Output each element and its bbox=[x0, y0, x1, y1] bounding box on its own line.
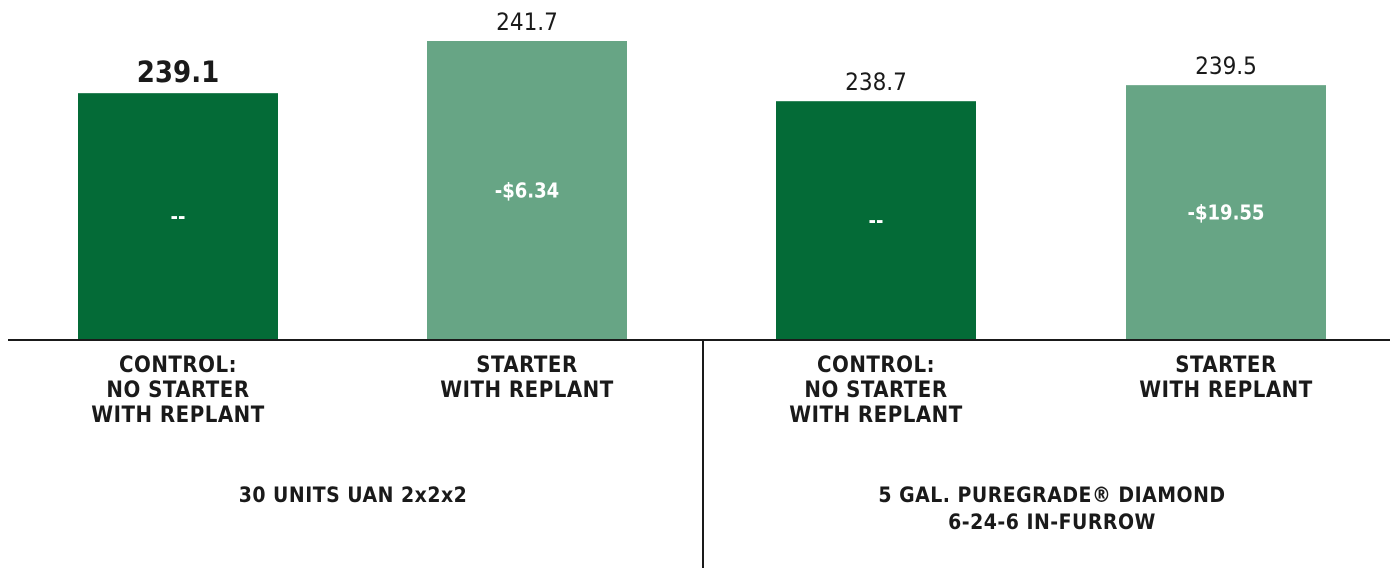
category-label-g2-2-line2: WITH REPLANT bbox=[1139, 378, 1312, 403]
category-label-g2-1-line2: NO STARTER bbox=[804, 378, 947, 403]
category-label-g1-2-line1: STARTER bbox=[476, 353, 577, 378]
value-label-g2-2: 239.5 bbox=[1195, 52, 1257, 80]
bar-g2-2 bbox=[1126, 85, 1326, 341]
bar-inner-label-g2-1: -- bbox=[869, 209, 884, 233]
value-label-g2-1: 238.7 bbox=[845, 68, 907, 96]
bar-inner-label-g2-2: -$19.55 bbox=[1188, 201, 1265, 225]
bar-g1-1 bbox=[78, 93, 278, 340]
category-label-g1-2-line2: WITH REPLANT bbox=[440, 378, 613, 403]
category-label-g2-1-line3: WITH REPLANT bbox=[789, 403, 962, 428]
category-label-g2-1-line1: CONTROL: bbox=[817, 353, 935, 378]
value-label-g1-1: 239.1 bbox=[137, 55, 220, 89]
group-label-1-line1: 30 UNITS UAN 2x2x2 bbox=[239, 483, 468, 507]
bar-inner-label-g1-2: -$6.34 bbox=[495, 179, 559, 203]
value-label-g1-2: 241.7 bbox=[496, 8, 558, 36]
group-label-2-line1: 5 GAL. PUREGRADE® DIAMOND bbox=[878, 483, 1225, 507]
bar-g2-1 bbox=[776, 101, 976, 340]
category-label-g1-1-line3: WITH REPLANT bbox=[91, 403, 264, 428]
group-label-2-line2: 6-24-6 IN-FURROW bbox=[948, 510, 1156, 534]
bar-g1-2 bbox=[427, 41, 627, 340]
category-label-g1-1-line1: CONTROL: bbox=[119, 353, 237, 378]
category-label-g2-2-line1: STARTER bbox=[1175, 353, 1276, 378]
bar-inner-label-g1-1: -- bbox=[171, 205, 186, 229]
category-label-g1-1-line2: NO STARTER bbox=[106, 378, 249, 403]
